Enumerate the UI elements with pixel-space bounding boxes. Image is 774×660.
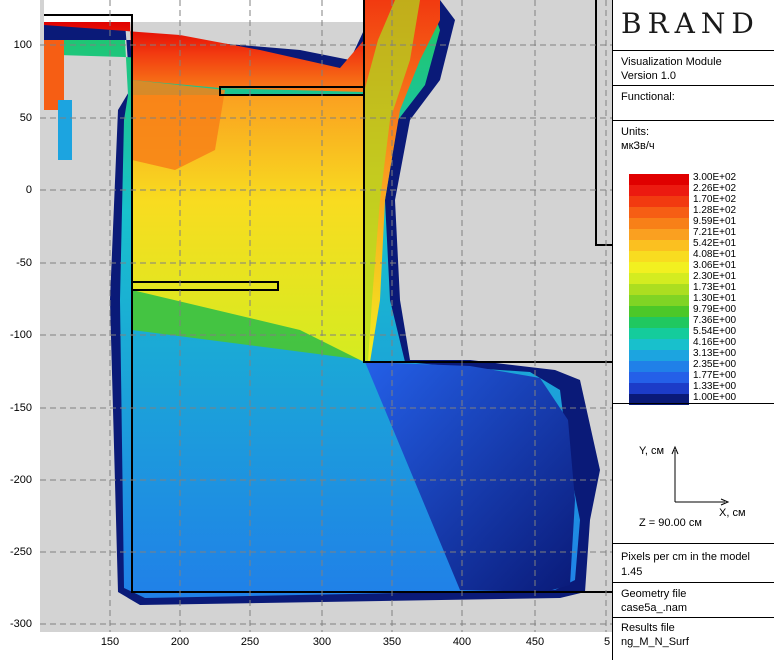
y-tick-label: -50 bbox=[16, 257, 32, 269]
legend-label: 2.35E+00 bbox=[693, 359, 737, 370]
results-label: Results file bbox=[621, 622, 675, 634]
legend-label: 1.00E+00 bbox=[693, 392, 737, 403]
legend-swatch bbox=[629, 174, 689, 185]
pixels-label: Pixels per cm in the model bbox=[621, 551, 750, 563]
void-region bbox=[44, 0, 364, 22]
info-panel: BRAND Visualization Module Version 1.0 F… bbox=[612, 0, 774, 660]
legend-swatch bbox=[629, 218, 689, 229]
legend-swatch bbox=[629, 339, 689, 350]
legend-swatch bbox=[629, 185, 689, 196]
dose-left-rim bbox=[58, 100, 72, 160]
x-tick-label: 400 bbox=[452, 636, 472, 648]
units-value: мкЗв/ч bbox=[621, 140, 655, 152]
axis-y-label: Y, см bbox=[639, 445, 665, 457]
legend-label: 1.28E+02 bbox=[693, 205, 737, 216]
legend-label: 5.42E+01 bbox=[693, 238, 737, 249]
results-value: ng_M_N_Surf bbox=[621, 636, 689, 648]
legend-label: 1.70E+02 bbox=[693, 194, 737, 205]
x-tick-label: 150 bbox=[100, 636, 120, 648]
y-axis-strip bbox=[0, 0, 40, 660]
divider bbox=[613, 582, 774, 583]
axis-x-label: X, см bbox=[719, 507, 746, 519]
divider bbox=[613, 403, 774, 404]
geometry-outline bbox=[44, 0, 612, 593]
divider bbox=[613, 50, 774, 51]
x-tick-label: 5 bbox=[604, 636, 611, 648]
divider bbox=[613, 543, 774, 544]
legend-swatch bbox=[629, 196, 689, 207]
legend-label: 9.79E+00 bbox=[693, 304, 737, 315]
x-tick-label: 300 bbox=[312, 636, 332, 648]
legend-label: 3.00E+02 bbox=[693, 172, 737, 183]
legend-label: 1.30E+01 bbox=[693, 293, 737, 304]
legend-label: 1.73E+01 bbox=[693, 282, 737, 293]
legend-swatch bbox=[629, 284, 689, 295]
x-tick-label: 200 bbox=[170, 636, 190, 648]
legend-swatch bbox=[629, 350, 689, 361]
legend-swatch bbox=[629, 372, 689, 383]
x-tick-label: 250 bbox=[240, 636, 260, 648]
legend-swatch bbox=[629, 240, 689, 251]
geometry-label: Geometry file bbox=[621, 588, 687, 600]
divider bbox=[613, 85, 774, 86]
legend-swatch bbox=[629, 262, 689, 273]
legend-label: 9.59E+01 bbox=[693, 216, 737, 227]
legend-swatch bbox=[629, 207, 689, 218]
dose-map-plot[interactable]: 100 50 0 -50 -100 -150 -200 -250 -300 15… bbox=[0, 0, 612, 660]
y-tick-label: -250 bbox=[9, 546, 32, 558]
x-tick-label: 450 bbox=[525, 636, 545, 648]
y-tick-label: 100 bbox=[13, 39, 32, 51]
y-tick-label: -300 bbox=[9, 618, 32, 630]
legend-label: 3.13E+00 bbox=[693, 348, 737, 359]
void-region bbox=[445, 0, 610, 45]
y-tick-label: 0 bbox=[25, 184, 32, 196]
z-level-label: Z = 90.00 см bbox=[639, 517, 702, 529]
legend-label: 2.26E+02 bbox=[693, 183, 737, 194]
functional-label: Functional: bbox=[621, 91, 675, 103]
x-tick-label: 350 bbox=[382, 636, 402, 648]
dose-map-canvas[interactable] bbox=[0, 0, 612, 660]
dose-wedge-right bbox=[365, 362, 575, 592]
legend-label: 4.16E+00 bbox=[693, 337, 737, 348]
y-tick-label: -150 bbox=[9, 402, 32, 414]
geometry-value: case5a_.nam bbox=[621, 602, 688, 614]
pixels-value: 1.45 bbox=[621, 566, 643, 578]
dose-body-high bbox=[44, 22, 364, 92]
legend-swatch bbox=[629, 328, 689, 339]
legend-swatch bbox=[629, 295, 689, 306]
legend-label: 3.06E+01 bbox=[693, 260, 737, 271]
legend-label: 5.54E+00 bbox=[693, 326, 737, 337]
dose-chimney-green bbox=[364, 0, 420, 362]
legend-swatch bbox=[629, 273, 689, 284]
legend-swatch bbox=[629, 383, 689, 394]
module-title: Visualization Module bbox=[621, 56, 722, 68]
module-version: Version 1.0 bbox=[621, 70, 677, 82]
legend-swatch bbox=[629, 361, 689, 372]
legend-swatch bbox=[629, 306, 689, 317]
y-tick-label: -200 bbox=[9, 474, 32, 486]
legend-swatch bbox=[629, 251, 689, 262]
x-axis-strip bbox=[0, 632, 612, 660]
axes-indicator bbox=[671, 445, 730, 506]
divider bbox=[613, 617, 774, 618]
dose-left-rim bbox=[44, 40, 64, 110]
legend-label: 7.21E+01 bbox=[693, 227, 737, 238]
legend-swatch bbox=[629, 229, 689, 240]
divider bbox=[613, 120, 774, 121]
legend-label: 2.30E+01 bbox=[693, 271, 737, 282]
y-tick-label: -100 bbox=[9, 329, 32, 341]
legend-label: 4.08E+01 bbox=[693, 249, 737, 260]
brand-logo: BRAND bbox=[621, 7, 760, 40]
legend-label: 7.36E+00 bbox=[693, 315, 737, 326]
plot-grid bbox=[40, 0, 612, 632]
legend-label: 1.77E+00 bbox=[693, 370, 737, 381]
y-tick-label: 50 bbox=[19, 112, 32, 124]
dose-orange-pocket bbox=[132, 80, 225, 170]
legend-label: 1.33E+00 bbox=[693, 381, 737, 392]
legend-swatch bbox=[629, 394, 689, 405]
legend-swatch bbox=[629, 317, 689, 328]
units-label: Units: bbox=[621, 126, 650, 138]
